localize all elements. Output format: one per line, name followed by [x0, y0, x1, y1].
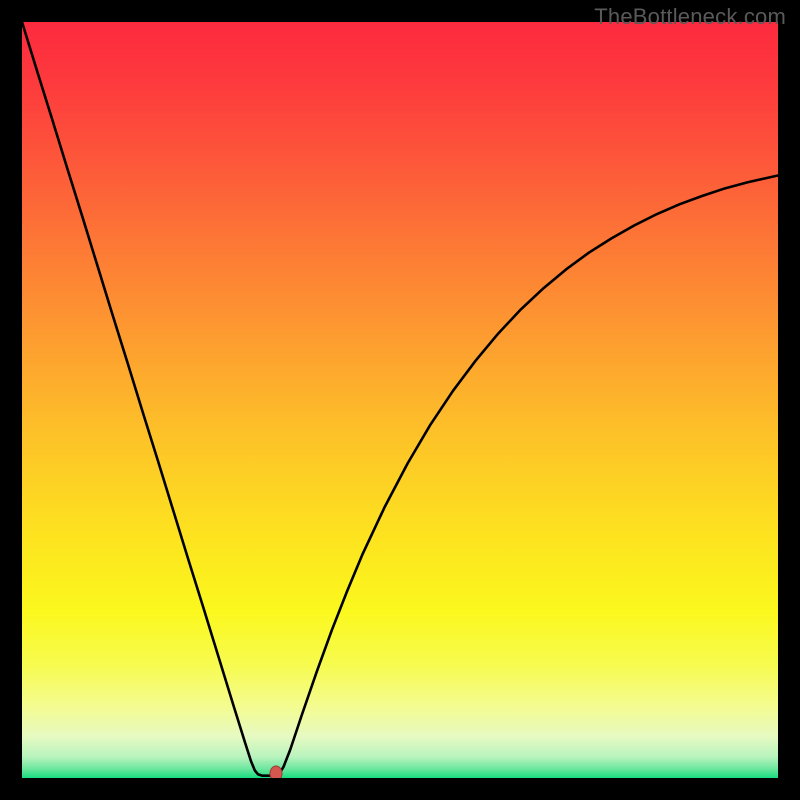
- bottleneck-chart-svg: [0, 0, 800, 800]
- gradient-background: [22, 22, 778, 778]
- chart-frame: TheBottleneck.com: [0, 0, 800, 800]
- watermark-text: TheBottleneck.com: [594, 4, 786, 30]
